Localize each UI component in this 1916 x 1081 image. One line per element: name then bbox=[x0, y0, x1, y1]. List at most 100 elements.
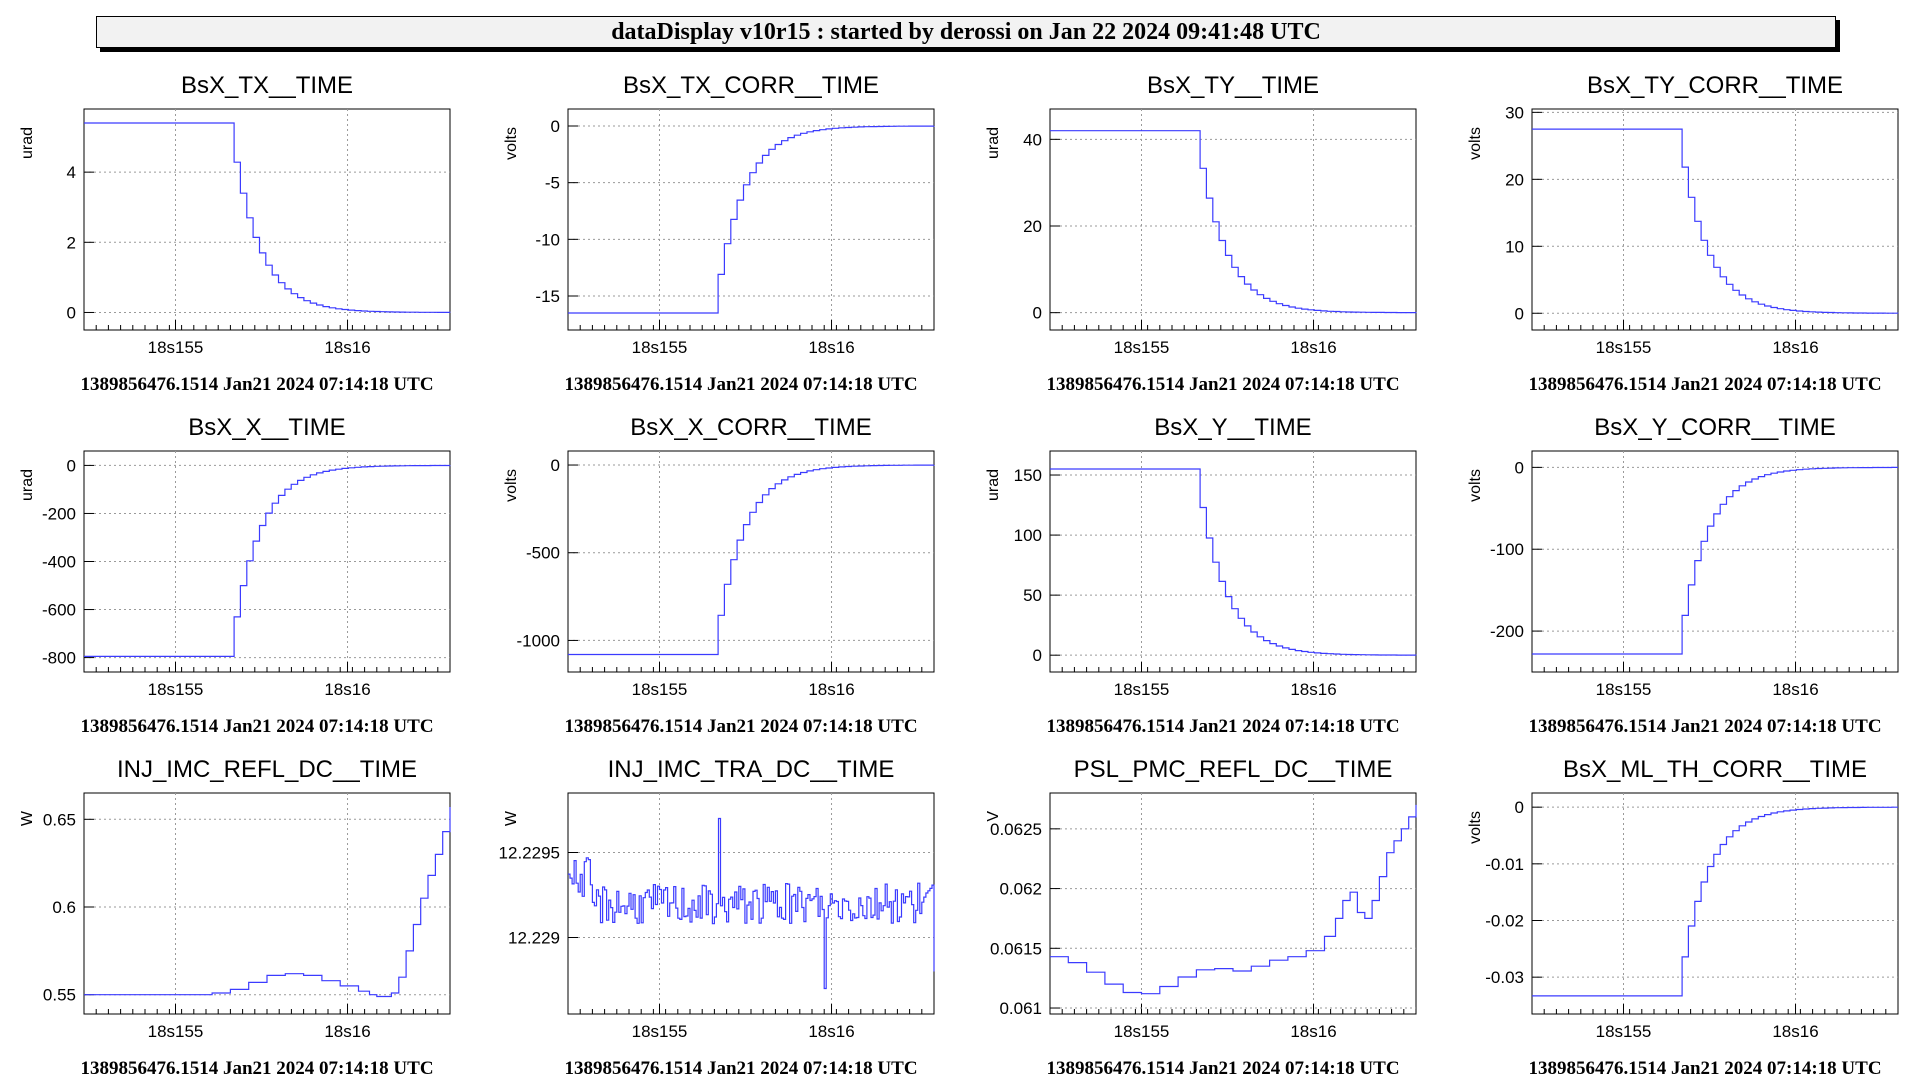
y-tick-label: 30 bbox=[1505, 103, 1524, 122]
y-tick-label: 20 bbox=[1505, 170, 1524, 189]
y-tick-label: -1000 bbox=[517, 631, 560, 650]
timestamp-footer: 1389856476.1514 Jan21 2024 07:14:18 UTC bbox=[1528, 1058, 1881, 1079]
timestamp-footer: 1389856476.1514 Jan21 2024 07:14:18 UTC bbox=[80, 374, 433, 395]
chart-title: BsX_TY__TIME bbox=[1147, 72, 1319, 99]
y-tick-label: -10 bbox=[535, 230, 560, 249]
series-trace bbox=[568, 125, 935, 314]
x-tick-label: 18s155 bbox=[1114, 680, 1170, 699]
x-tick-label: 18s155 bbox=[632, 680, 688, 699]
y-axis-label: urad bbox=[19, 127, 36, 159]
x-tick-label: 18s155 bbox=[632, 1022, 688, 1041]
x-tick-label: 18s155 bbox=[148, 1022, 204, 1041]
x-tick-label: 18s16 bbox=[1772, 680, 1818, 699]
chart-title: INJ_IMC_TRA_DC__TIME bbox=[608, 756, 895, 783]
y-tick-label: -0.03 bbox=[1485, 968, 1524, 987]
y-tick-label: -200 bbox=[1490, 622, 1524, 641]
series-trace bbox=[1532, 466, 1898, 655]
chart-title: BsX_X_CORR__TIME bbox=[630, 414, 871, 441]
y-tick-label: 0 bbox=[1033, 646, 1042, 665]
y-tick-label: 40 bbox=[1023, 130, 1042, 149]
series-trace bbox=[1050, 804, 1417, 995]
y-axis-label: urad bbox=[985, 469, 1002, 501]
x-tick-label: 18s155 bbox=[1114, 1022, 1170, 1041]
y-axis-label: volts bbox=[1467, 127, 1484, 160]
y-tick-label: 2 bbox=[67, 233, 76, 252]
x-tick-label: 18s155 bbox=[632, 338, 688, 357]
x-tick-label: 18s16 bbox=[1772, 338, 1818, 357]
x-tick-label: 18s16 bbox=[808, 680, 854, 699]
y-tick-label: 0 bbox=[67, 303, 76, 322]
timestamp-footer: 1389856476.1514 Jan21 2024 07:14:18 UTC bbox=[80, 1058, 433, 1079]
series-trace bbox=[84, 464, 451, 657]
y-axis-label: volts bbox=[1467, 469, 1484, 502]
y-axis-label: urad bbox=[19, 469, 36, 501]
timestamp-footer: 1389856476.1514 Jan21 2024 07:14:18 UTC bbox=[564, 374, 917, 395]
x-tick-label: 18s16 bbox=[324, 338, 370, 357]
x-tick-label: 18s16 bbox=[324, 680, 370, 699]
plot-frame bbox=[1531, 108, 1899, 331]
y-tick-label: 12.229 bbox=[508, 929, 560, 948]
y-tick-label: 0.0625 bbox=[990, 820, 1042, 839]
y-tick-label: 0 bbox=[551, 456, 560, 475]
y-tick-label: 0 bbox=[551, 117, 560, 136]
timestamp-footer: 1389856476.1514 Jan21 2024 07:14:18 UTC bbox=[1528, 374, 1881, 395]
chart-panel: BsX_X__TIME 18s155 18s16 0 -200 -400 -600 -800 u… bbox=[19, 414, 451, 737]
series-trace bbox=[568, 817, 935, 990]
x-tick-label: 18s16 bbox=[1290, 338, 1336, 357]
x-tick-label: 18s155 bbox=[148, 338, 204, 357]
y-tick-label: -5 bbox=[545, 174, 560, 193]
timestamp-footer: 1389856476.1514 Jan21 2024 07:14:18 UTC bbox=[1046, 1058, 1399, 1079]
y-tick-label: -200 bbox=[42, 504, 76, 523]
timestamp-footer: 1389856476.1514 Jan21 2024 07:14:18 UTC bbox=[1046, 716, 1399, 737]
y-axis-label: urad bbox=[985, 127, 1002, 159]
plot-frame bbox=[1049, 108, 1417, 331]
series-trace bbox=[1050, 468, 1417, 656]
x-tick-label: 18s16 bbox=[1290, 680, 1336, 699]
chart-title: PSL_PMC_REFL_DC__TIME bbox=[1074, 756, 1393, 783]
y-tick-label: 0 bbox=[1515, 798, 1524, 817]
y-tick-label: -0.01 bbox=[1485, 855, 1524, 874]
series-trace bbox=[84, 807, 451, 998]
y-tick-label: 0 bbox=[1033, 304, 1042, 323]
title-banner: dataDisplay v10r15 : started by derossi … bbox=[96, 16, 1836, 48]
y-tick-label: 0.55 bbox=[43, 986, 76, 1005]
chart-panel: INJ_IMC_TRA_DC__TIME 18s155 18s16 12.229 12.… bbox=[499, 756, 935, 1079]
plot-frame bbox=[1531, 792, 1899, 1015]
plot-frame bbox=[1531, 450, 1899, 673]
plot-frame bbox=[1049, 792, 1417, 1015]
chart-panel: BsX_TX__TIME 18s155 18s16 0 2 4 urad 1389856476… bbox=[19, 72, 451, 395]
timestamp-footer: 1389856476.1514 Jan21 2024 07:14:18 UTC bbox=[564, 716, 917, 737]
timestamp-footer: 1389856476.1514 Jan21 2024 07:14:18 UTC bbox=[1528, 716, 1881, 737]
timestamp-footer: 1389856476.1514 Jan21 2024 07:14:18 UTC bbox=[80, 716, 433, 737]
x-tick-label: 18s155 bbox=[1596, 1022, 1652, 1041]
y-tick-label: 150 bbox=[1014, 466, 1042, 485]
series-trace bbox=[1532, 806, 1898, 997]
y-tick-label: 4 bbox=[67, 163, 76, 182]
y-tick-label: -600 bbox=[42, 601, 76, 620]
chart-panel: BsX_TY__TIME 18s155 18s16 0 20 40 urad 13898564… bbox=[985, 72, 1417, 395]
chart-title: BsX_TY_CORR__TIME bbox=[1587, 72, 1843, 99]
plot-frame bbox=[83, 108, 451, 331]
y-tick-label: -400 bbox=[42, 553, 76, 572]
chart-title: INJ_IMC_REFL_DC__TIME bbox=[117, 756, 417, 783]
y-tick-label: 50 bbox=[1023, 586, 1042, 605]
chart-title: BsX_TX__TIME bbox=[181, 72, 353, 99]
plot-frame bbox=[567, 108, 935, 331]
y-tick-label: 0.061 bbox=[999, 999, 1042, 1018]
y-tick-label: 0.65 bbox=[43, 810, 76, 829]
chart-panel: BsX_TY_CORR__TIME 18s155 18s16 0 10 20 30 volts… bbox=[1467, 72, 1899, 395]
y-axis-label: W bbox=[19, 810, 36, 826]
y-tick-label: -0.02 bbox=[1485, 912, 1524, 931]
y-tick-label: 0 bbox=[1515, 304, 1524, 323]
y-tick-label: 12.2295 bbox=[499, 844, 560, 863]
x-tick-label: 18s155 bbox=[148, 680, 204, 699]
chart-panel: BsX_TX_CORR__TIME 18s155 18s16 0 -5 -10 -15 vol… bbox=[503, 72, 935, 395]
series-trace bbox=[84, 122, 451, 313]
y-tick-label: 0.6 bbox=[52, 898, 76, 917]
plot-frame bbox=[1049, 450, 1417, 673]
x-tick-label: 18s16 bbox=[1290, 1022, 1336, 1041]
y-axis-label: W bbox=[503, 810, 520, 826]
y-tick-label: 0.0615 bbox=[990, 939, 1042, 958]
y-axis-label: volts bbox=[503, 469, 520, 502]
